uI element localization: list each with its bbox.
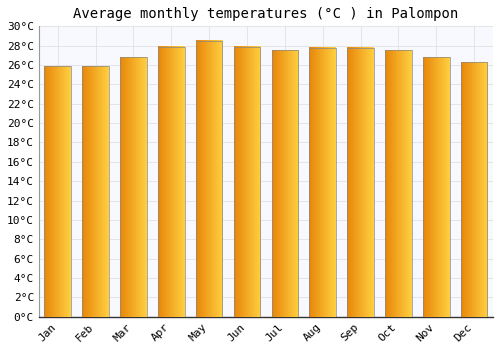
Bar xyxy=(196,41,222,317)
Title: Average monthly temperatures (°C ) in Palompon: Average monthly temperatures (°C ) in Pa… xyxy=(74,7,458,21)
Bar xyxy=(423,57,450,317)
Bar xyxy=(272,50,298,317)
Bar xyxy=(120,57,146,317)
Bar xyxy=(461,62,487,317)
Bar xyxy=(348,48,374,317)
Bar xyxy=(310,48,336,317)
Bar xyxy=(44,66,71,317)
Bar xyxy=(234,47,260,317)
Bar xyxy=(82,66,109,317)
Bar xyxy=(158,47,184,317)
Bar xyxy=(385,50,411,317)
